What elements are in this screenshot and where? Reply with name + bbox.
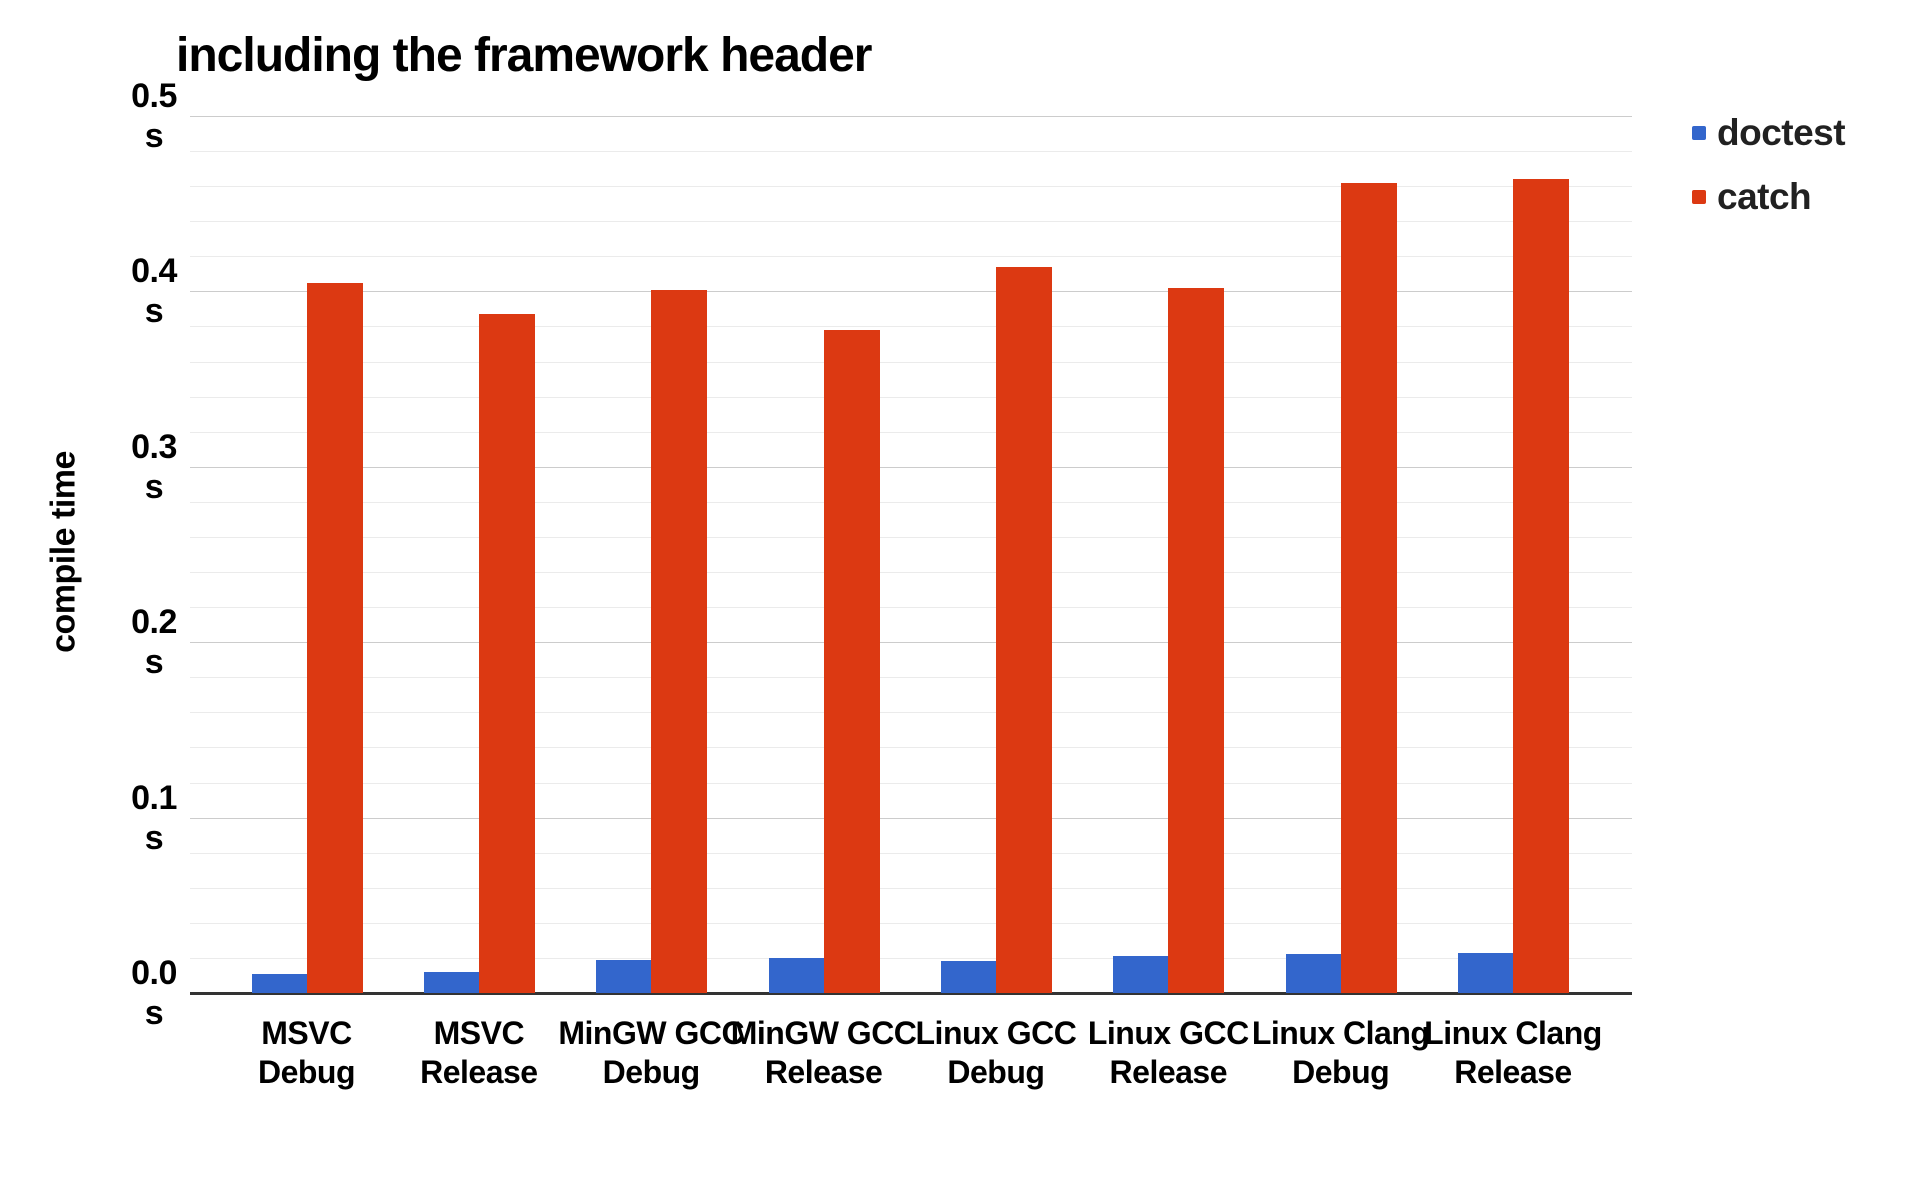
y-tick-label-0.0: 0.0 s	[96, 953, 212, 1033]
major-gridline	[190, 116, 1632, 117]
y-tick-label-0.3: 0.3 s	[96, 427, 212, 507]
y-tick-label-0.1: 0.1 s	[96, 778, 212, 858]
minor-gridline	[190, 361, 1632, 363]
minor-gridline	[190, 922, 1632, 924]
x-category-label-line: MinGW GCC	[730, 1015, 917, 1051]
x-category-label-linux-gcc-release: Linux GCC Release	[1048, 1014, 1288, 1092]
y-tick-value: 0.0	[131, 954, 177, 992]
bar-catch-linux-gcc-release	[1168, 287, 1225, 993]
y-axis-title: compile time	[44, 451, 83, 653]
bar-doctest-linux-clang-release	[1457, 952, 1513, 993]
x-category-label-linux-clang-debug: Linux Clang Debug	[1221, 1014, 1461, 1092]
y-tick-unit: s	[144, 292, 164, 331]
major-gridline	[190, 291, 1632, 293]
minor-gridline	[190, 852, 1632, 854]
x-category-label-msvc-debug: MSVC Debug	[187, 1014, 427, 1092]
legend: doctest catch	[1692, 110, 1846, 238]
bar-doctest-mingw-gcc-debug	[596, 959, 652, 993]
minor-gridline	[190, 186, 1632, 188]
legend-item-catch: catch	[1692, 174, 1845, 220]
x-category-label-line: Linux Clang	[1251, 1015, 1430, 1051]
bar-doctest-linux-gcc-debug	[940, 961, 996, 993]
x-category-label-line: Release	[420, 1054, 538, 1090]
minor-gridline	[190, 747, 1632, 749]
minor-gridline	[190, 396, 1632, 398]
y-tick-unit: s	[144, 117, 164, 155]
y-tick-value: 0.5	[131, 77, 177, 115]
x-category-label-line: Release	[764, 1054, 883, 1090]
bar-doctest-linux-clang-debug	[1285, 954, 1341, 993]
bar-catch-msvc-debug	[306, 282, 363, 993]
y-tick-value: 0.1	[131, 778, 177, 817]
x-category-label-line: Release	[1109, 1054, 1228, 1090]
major-gridline	[190, 642, 1632, 644]
x-category-label-msvc-release: MSVC Release	[359, 1014, 599, 1092]
legend-swatch-icon	[1692, 190, 1706, 204]
minor-gridline	[190, 431, 1632, 433]
y-tick-value: 0.4	[131, 252, 177, 291]
legend-label: doctest	[1717, 112, 1846, 153]
minor-gridline	[190, 501, 1632, 503]
major-gridline	[190, 466, 1632, 468]
bar-doctest-msvc-debug	[251, 973, 307, 993]
bar-doctest-msvc-release	[423, 971, 479, 993]
x-category-label-line: MSVC	[261, 1015, 352, 1051]
y-tick-unit: s	[144, 994, 164, 1032]
y-tick-unit: s	[144, 643, 164, 682]
bar-doctest-mingw-gcc-release	[768, 957, 824, 993]
x-category-label-line: MSVC	[433, 1015, 525, 1051]
minor-gridline	[190, 887, 1632, 889]
minor-gridline	[190, 256, 1632, 258]
bar-catch-mingw-gcc-release	[823, 330, 880, 993]
legend-label: catch	[1717, 176, 1812, 217]
x-category-label-line: Linux Clang	[1424, 1015, 1602, 1051]
y-tick-unit: s	[144, 467, 164, 506]
bar-catch-linux-clang-release	[1512, 179, 1569, 993]
x-category-label-line: Debug	[602, 1054, 701, 1090]
minor-gridline	[190, 712, 1632, 714]
bar-doctest-linux-gcc-release	[1113, 956, 1169, 993]
minor-gridline	[190, 957, 1632, 959]
y-tick-value: 0.3	[131, 427, 177, 466]
x-category-label-line: Linux GCC	[915, 1015, 1077, 1051]
major-gridline	[190, 817, 1632, 819]
x-category-label-linux-gcc-debug: Linux GCC Debug	[876, 1014, 1116, 1092]
y-tick-unit: s	[144, 818, 164, 857]
legend-item-doctest: doctest	[1692, 110, 1846, 156]
y-tick-value: 0.2	[131, 603, 177, 642]
plot-area	[190, 116, 1632, 995]
minor-gridline	[190, 572, 1632, 574]
x-category-label-line: Release	[1454, 1054, 1572, 1090]
x-category-label-mingw-gcc-debug: MinGW GCC Debug	[531, 1014, 771, 1092]
minor-gridline	[190, 782, 1632, 784]
x-category-label-line: Debug	[257, 1054, 356, 1090]
x-category-label-line: MinGW GCC	[558, 1015, 745, 1051]
bar-catch-msvc-release	[478, 314, 535, 993]
minor-gridline	[190, 536, 1632, 538]
legend-swatch-icon	[1692, 126, 1706, 140]
x-category-label-line: Debug	[947, 1054, 1045, 1090]
x-category-label-mingw-gcc-release: MinGW GCC Release	[704, 1014, 944, 1092]
minor-gridline	[190, 677, 1632, 679]
bar-catch-linux-clang-debug	[1340, 182, 1397, 993]
x-category-label-line: Debug	[1292, 1054, 1390, 1090]
minor-gridline	[190, 151, 1632, 153]
bar-catch-linux-gcc-debug	[995, 266, 1052, 993]
chart-title: including the framework header	[176, 29, 872, 82]
x-axis-baseline	[190, 992, 1632, 995]
y-tick-label-0.4: 0.4 s	[96, 251, 212, 331]
minor-gridline	[190, 607, 1632, 609]
y-tick-label-0.5: 0.5 s	[96, 76, 212, 156]
minor-gridline	[190, 326, 1632, 328]
y-tick-label-0.2: 0.2 s	[96, 602, 212, 682]
x-category-label-linux-clang-release: Linux Clang Release	[1393, 1014, 1633, 1092]
bar-catch-mingw-gcc-debug	[651, 289, 708, 993]
minor-gridline	[190, 221, 1632, 223]
x-category-label-line: Linux GCC	[1087, 1015, 1249, 1051]
